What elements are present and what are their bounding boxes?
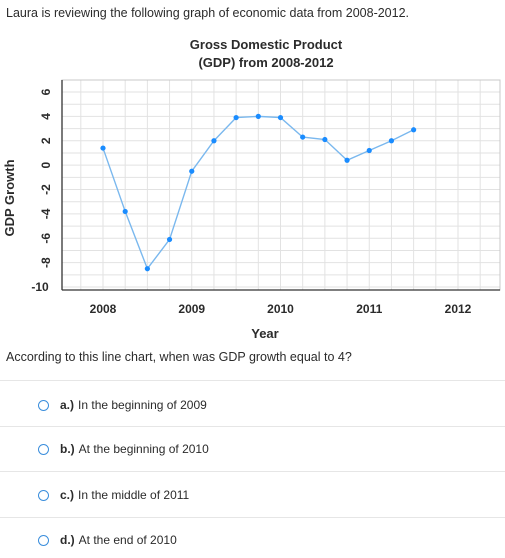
x-tick-label: 2012 — [445, 302, 472, 316]
x-axis-label: Year — [251, 326, 278, 341]
y-tick-label: 2 — [39, 137, 53, 144]
data-point — [322, 136, 328, 143]
data-point — [344, 157, 350, 163]
option-text: At the beginning of 2010 — [78, 442, 209, 456]
chart-title-line1: Gross Domestic Product — [189, 37, 343, 52]
y-tick-label: 0 — [39, 161, 53, 168]
y-tick-label: 6 — [39, 88, 53, 95]
y-tick-label: 4 — [39, 113, 53, 120]
option-letter: c.) — [60, 488, 75, 502]
x-tick-label: 2010 — [267, 302, 294, 316]
data-point — [277, 114, 284, 121]
x-tick-label: 2008 — [90, 302, 117, 316]
x-tick-label: 2009 — [178, 302, 205, 316]
option-letter: a.) — [60, 398, 75, 412]
option-text: In the middle of 2011 — [78, 488, 190, 502]
option-letter: d.) — [60, 533, 75, 547]
data-point — [166, 236, 173, 243]
data-point — [233, 114, 239, 121]
radio-button[interactable] — [38, 443, 49, 455]
y-tick-label: -4 — [39, 208, 53, 219]
y-tick-label: -6 — [39, 233, 53, 244]
data-point — [300, 134, 306, 140]
gdp-line-chart: 6 4 2 0 -2 -4 -6 -8 -10 2008 2009 2010 2011 2012 Year G… — [2, 79, 501, 341]
divider — [0, 380, 505, 381]
data-point — [411, 127, 417, 133]
option-text: In the beginning of 2009 — [78, 398, 207, 412]
divider — [0, 517, 505, 518]
chart-title: Gross Domestic Product (GDP) from 2008-2… — [0, 36, 505, 72]
option-a[interactable]: a.) In the beginning of 2009 — [38, 394, 207, 416]
y-axis-label: GDP Growth — [2, 159, 17, 236]
option-letter: b.) — [60, 442, 75, 456]
option-d[interactable]: d.) At the end of 2010 — [38, 529, 177, 551]
chart-title-line2: (GDP) from 2008-2012 — [198, 55, 334, 70]
data-point — [388, 138, 395, 144]
y-tick-label: -8 — [39, 257, 53, 268]
data-point — [100, 145, 106, 151]
radio-button[interactable] — [38, 399, 49, 411]
y-tick-label: -10 — [31, 280, 49, 294]
divider — [0, 426, 505, 427]
data-point — [255, 113, 261, 119]
question-intro: Laura is reviewing the following graph o… — [6, 6, 410, 20]
option-text: At the end of 2010 — [78, 533, 177, 547]
y-tick-label: -2 — [39, 184, 53, 195]
radio-button[interactable] — [38, 489, 49, 501]
question-prompt: According to this line chart, when was G… — [6, 350, 352, 364]
divider — [0, 471, 505, 472]
data-point — [366, 147, 372, 154]
data-point — [189, 168, 195, 174]
data-point — [144, 266, 150, 272]
radio-button[interactable] — [38, 534, 49, 546]
data-point — [211, 138, 217, 144]
option-b[interactable]: b.) At the beginning of 2010 — [38, 438, 209, 460]
x-tick-label: 2011 — [356, 302, 382, 316]
data-point — [122, 208, 128, 215]
option-c[interactable]: c.) In the middle of 2011 — [38, 484, 189, 506]
